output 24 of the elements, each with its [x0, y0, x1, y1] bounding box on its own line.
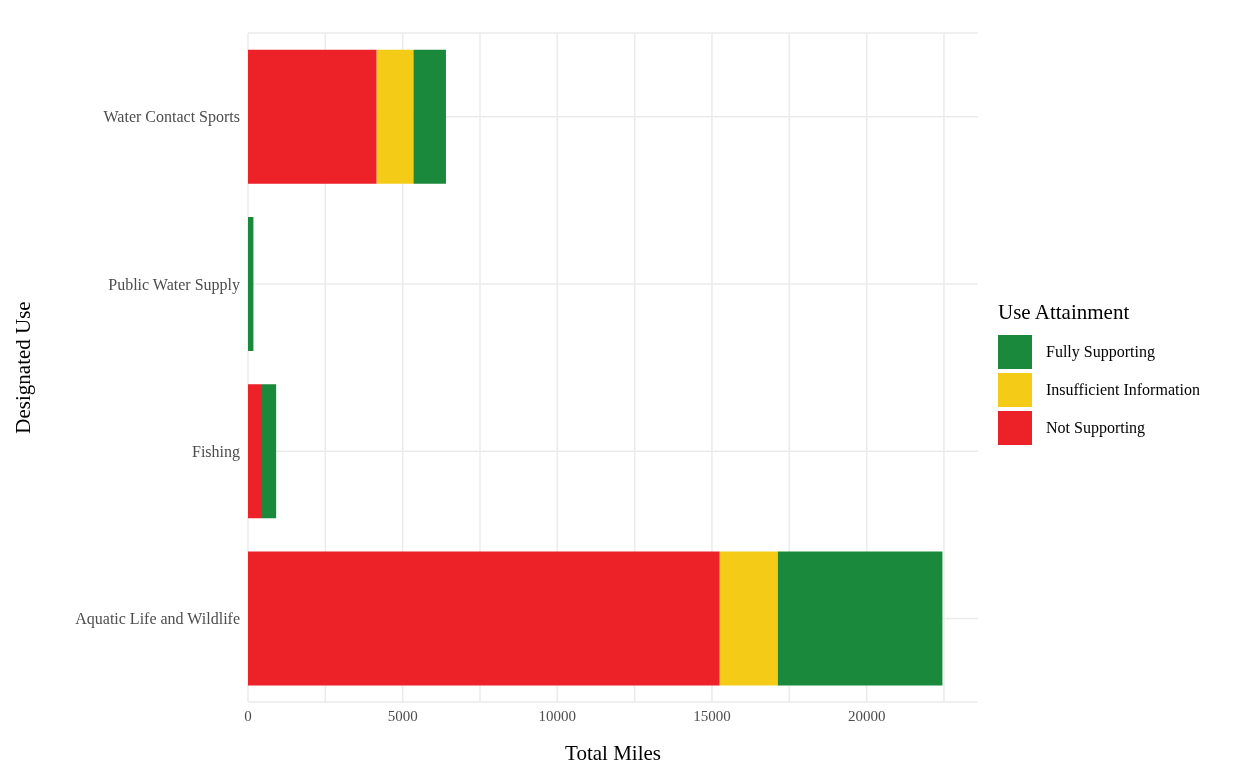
x-tick-label: 10000	[538, 707, 577, 724]
y-tick-label: Water Contact Sports	[103, 108, 240, 127]
x-tick-label: 15000	[693, 707, 731, 724]
x-tick-label: 0	[244, 707, 252, 724]
y-axis-title: Designated Use	[11, 301, 36, 434]
x-axis-title: Total Miles	[565, 741, 661, 765]
bar	[376, 49, 414, 184]
bar	[248, 384, 261, 519]
y-tick-label: Public Water Supply	[108, 275, 240, 294]
x-tick-label: 20000	[847, 707, 886, 724]
bar	[777, 551, 943, 686]
legend-label: Fully Supporting	[1046, 343, 1155, 361]
x-tick-label: 5000	[387, 707, 418, 724]
bar	[248, 551, 720, 686]
bar	[248, 49, 377, 184]
bar	[413, 49, 446, 184]
legend-label: Not Supporting	[1046, 419, 1146, 437]
y-tick-label: Fishing	[191, 442, 240, 461]
y-tick-label: Aquatic Life and Wildlife	[75, 610, 240, 629]
bar	[248, 216, 254, 351]
bar	[260, 384, 277, 519]
bar	[719, 551, 778, 686]
legend-title: Use Attainment	[998, 300, 1131, 325]
legend-label: Insufficient Information	[1046, 381, 1200, 399]
